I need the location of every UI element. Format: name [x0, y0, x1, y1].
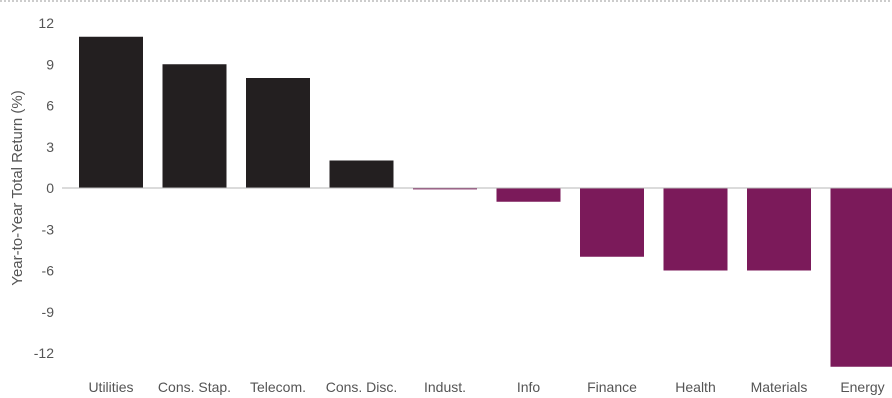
bar-cons-disc	[329, 160, 394, 188]
x-tick-label-cons-stap: Cons. Stap.	[158, 379, 231, 395]
x-tick-label-materials: Materials	[751, 379, 808, 395]
x-tick-label-utilities: Utilities	[88, 379, 133, 395]
bar-info	[496, 188, 561, 202]
y-tick-label-12: -12	[34, 345, 54, 361]
x-tick-labels: Utilities Cons. Stap. Telecom. Cons. Disc. I…	[88, 379, 884, 395]
y-tick-label-12: 12	[38, 15, 54, 31]
y-tick-label-6: -6	[42, 263, 55, 279]
y-tick-label-3: -3	[42, 221, 55, 237]
bar-energy	[830, 188, 892, 367]
bar-materials	[747, 188, 811, 271]
y-axis-label-group: Year-to-Year Total Return (%)	[9, 90, 26, 285]
x-tick-label-telecom: Telecom.	[250, 379, 306, 395]
y-tick-label-9: -9	[42, 304, 55, 320]
bar-indust	[413, 188, 477, 190]
x-tick-label-cons-disc: Cons. Disc.	[326, 379, 398, 395]
y-tick-label-6: 6	[46, 98, 54, 114]
y-tick-labels: 12 9 6 3 0 -3 -6 -9 -12	[34, 15, 54, 361]
bars	[79, 36, 892, 367]
bar-cons-stap	[162, 64, 227, 188]
bar-finance	[580, 188, 644, 257]
x-tick-label-indust: Indust.	[424, 379, 466, 395]
bar-utilities	[79, 36, 143, 188]
x-tick-label-finance: Finance	[587, 379, 637, 395]
bar-health	[663, 188, 728, 271]
bar-telecom	[246, 78, 310, 188]
x-tick-label-health: Health	[675, 379, 715, 395]
x-tick-label-info: Info	[517, 379, 541, 395]
y-tick-label-9: 9	[46, 56, 54, 72]
y-axis-label: Year-to-Year Total Return (%)	[9, 90, 26, 285]
y-tick-label-0: 0	[46, 180, 54, 196]
y-tick-label-3: 3	[46, 139, 54, 155]
x-tick-label-energy: Energy	[840, 379, 884, 395]
